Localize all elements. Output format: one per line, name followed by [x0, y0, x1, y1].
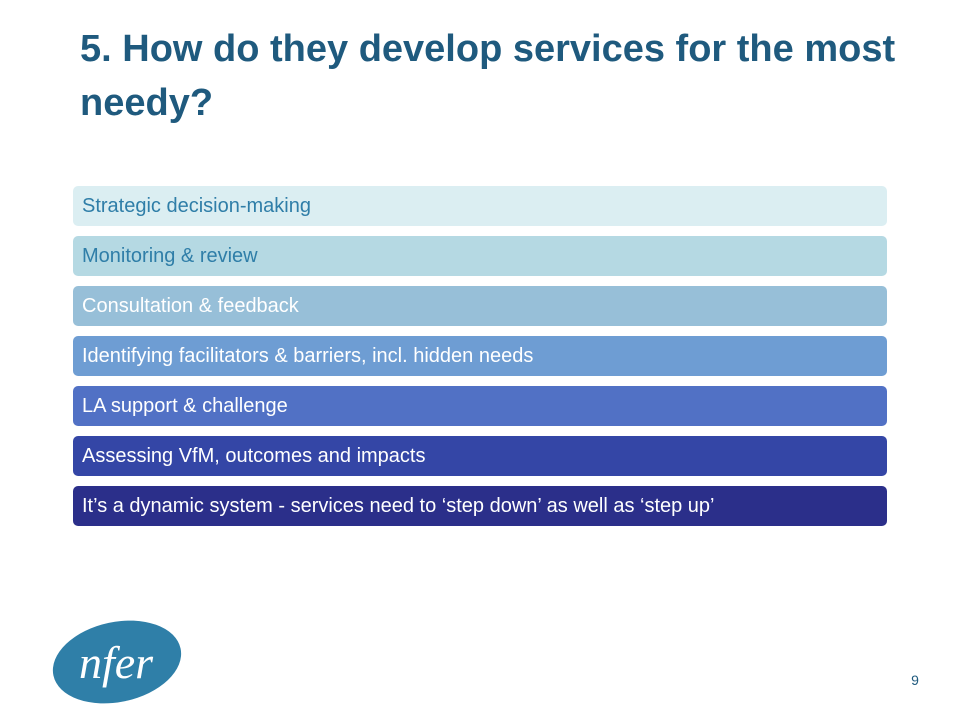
nfer-logo: nfer — [50, 620, 184, 704]
list-item: It’s a dynamic system - services need to… — [73, 486, 887, 526]
list-item: Identifying facilitators & barriers, inc… — [73, 336, 887, 376]
list-item: Monitoring & review — [73, 236, 887, 276]
process-list: Strategic decision-making Monitoring & r… — [73, 186, 887, 536]
list-item: Strategic decision-making — [73, 186, 887, 226]
page-number: 9 — [911, 672, 919, 688]
nfer-logo-graphic: nfer — [52, 620, 182, 704]
slide-title: 5. How do they develop services for the … — [80, 28, 896, 124]
list-item: Consultation & feedback — [73, 286, 887, 326]
list-item: LA support & challenge — [73, 386, 887, 426]
list-item: Assessing VfM, outcomes and impacts — [73, 436, 887, 476]
logo-wordmark: nfer — [79, 637, 154, 688]
